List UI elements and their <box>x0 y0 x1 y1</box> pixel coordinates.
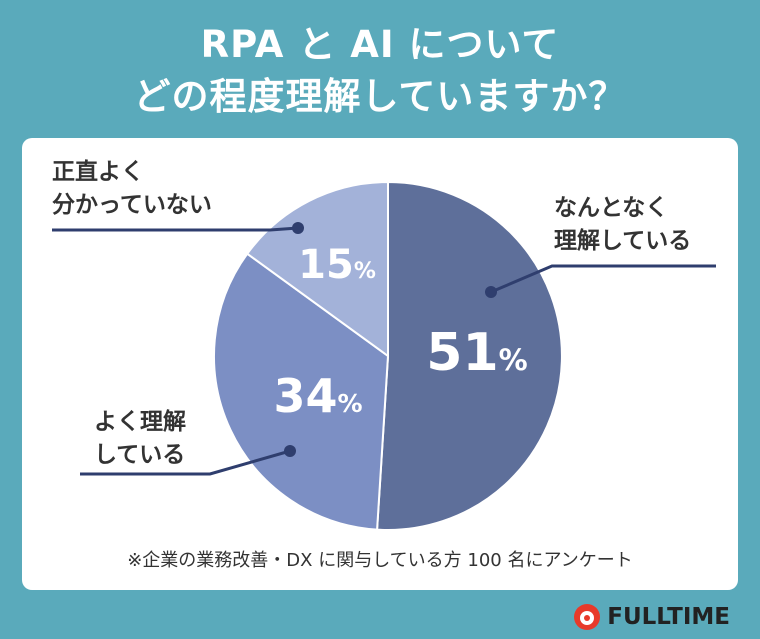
chart-card: 51% 34% 15% なんとなく 理解している よく理解 している 正直よく 分か… <box>22 138 738 590</box>
slice-dont-understand <box>245 180 389 358</box>
label-honestly-line2: 分かっていない <box>52 192 212 218</box>
label-honestly-line1: 正直よく <box>52 159 144 185</box>
leader-dont-understand-dot <box>292 222 304 234</box>
leader-somewhat-understand-dot <box>485 286 497 298</box>
label-somewhat-line2: 理解している <box>554 228 692 254</box>
percent-label-0: 51% <box>426 323 527 383</box>
label-well-line2: している <box>94 442 186 468</box>
leader-understand-well-dot <box>284 445 296 457</box>
leader-dont-understand <box>52 226 299 232</box>
pie-chart: 51%34%15% <box>52 180 716 531</box>
leader-understand-well <box>80 449 291 476</box>
fulltime-logo-icon <box>574 604 601 630</box>
brand-logo: FULLTIME <box>573 602 730 632</box>
label-well-line1: よく理解 <box>94 409 186 435</box>
survey-footnote: ※企業の業務改善・DX に関与している方 100 名にアンケート <box>127 550 633 571</box>
title-line-2: どの程度理解していますか？ <box>133 75 627 118</box>
title-line-1: RPA と AI について <box>200 23 560 66</box>
leader-somewhat-understand <box>490 264 716 294</box>
slice-somewhat-understand <box>376 180 563 531</box>
label-dont-understand: 正直よく 分かっていない <box>52 156 212 222</box>
label-somewhat-understand: なんとなく 理解している <box>554 192 691 258</box>
brand-name: FULLTIME <box>607 604 730 630</box>
label-somewhat-line1: なんとなく <box>554 195 669 221</box>
label-understand-well: よく理解 している <box>94 406 186 472</box>
